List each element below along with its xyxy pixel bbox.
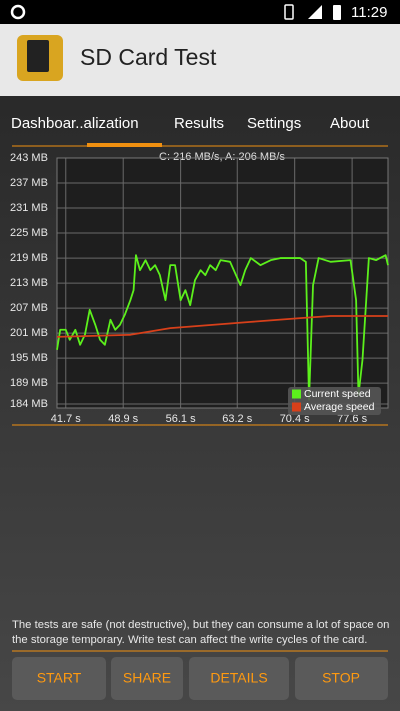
y-tick-label: 184 MB <box>10 398 48 410</box>
y-tick-label: 225 MB <box>10 227 48 239</box>
chart: 243 MB 237 MB 231 MB 225 MB 219 MB 213 MB 207 … <box>10 152 389 425</box>
y-tick-label: 219 MB <box>10 252 48 264</box>
button-label[interactable]: START <box>37 670 82 686</box>
legend-swatch <box>292 389 301 399</box>
app-bar <box>0 24 400 96</box>
y-tick-label: 201 MB <box>10 327 48 339</box>
y-tick-label: 237 MB <box>10 177 48 189</box>
app-icon-card <box>27 40 49 72</box>
status-time: 11:29 <box>351 4 387 21</box>
series-line <box>56 315 388 338</box>
x-tick-label: 48.9 s <box>108 413 138 425</box>
legend-box <box>288 387 381 415</box>
plot-border <box>56 157 389 409</box>
x-tick-label: 77.6 s <box>337 413 367 425</box>
tab-indicator <box>87 143 162 147</box>
app-title: SD Card Test <box>80 44 217 70</box>
x-tick-label: 41.7 s <box>51 413 81 425</box>
series-line <box>56 254 389 401</box>
legend-label: Average speed <box>304 401 375 413</box>
y-tick-label: 189 MB <box>10 377 48 389</box>
tab[interactable]: Results <box>174 115 224 132</box>
start-button[interactable] <box>12 657 106 700</box>
battery-icon <box>333 5 341 20</box>
stop-button[interactable] <box>295 657 388 700</box>
details-button[interactable] <box>189 657 289 700</box>
legend-swatch <box>292 402 301 412</box>
y-tick-label: 231 MB <box>10 202 48 214</box>
button-label[interactable]: DETAILS <box>210 670 267 686</box>
x-tick-label: 63.2 s <box>222 413 252 425</box>
y-tick-label: 207 MB <box>10 302 48 314</box>
notification-icon <box>10 4 26 20</box>
tab[interactable]: Settings <box>247 115 301 132</box>
chart-annotation: C: 216 MB/s, A: 206 MB/s <box>159 151 285 163</box>
notice: The tests are safe (not destructive), bu… <box>12 619 390 646</box>
x-tick-label: 56.1 s <box>166 413 196 425</box>
legend-label: Current speed <box>304 388 371 400</box>
vibrate-icon <box>284 4 294 20</box>
signal-icon <box>308 5 322 19</box>
share-button[interactable] <box>111 657 183 700</box>
tab[interactable]: About <box>330 115 370 132</box>
button-label[interactable]: SHARE <box>123 670 171 686</box>
x-tick-label: 70.4 s <box>280 413 310 425</box>
y-tick-label: 195 MB <box>10 352 48 364</box>
y-tick-label: 243 MB <box>10 152 48 164</box>
tab[interactable]: Dashboar..alization <box>11 115 139 132</box>
button-label[interactable]: STOP <box>322 670 360 686</box>
y-tick-label: 213 MB <box>10 277 48 289</box>
